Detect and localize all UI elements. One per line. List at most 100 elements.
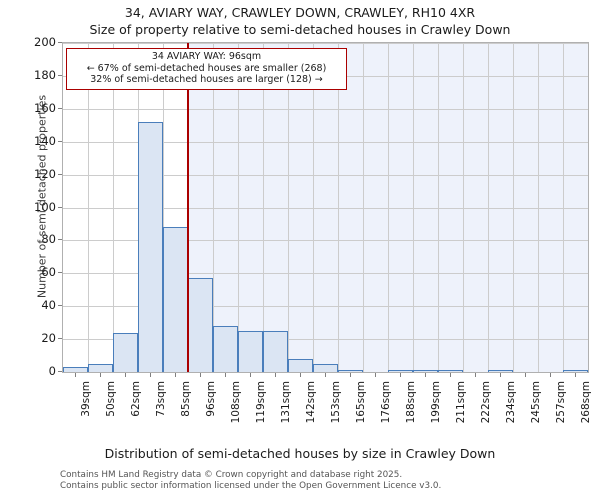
histogram-bar bbox=[413, 370, 438, 372]
y-axis-tick-label: 80 bbox=[41, 232, 56, 247]
gridline-horizontal bbox=[63, 141, 588, 143]
x-axis-tick-label: 39sqm bbox=[79, 381, 92, 417]
y-axis-tick-mark bbox=[58, 239, 62, 241]
histogram-bar bbox=[63, 367, 88, 372]
gridline-horizontal bbox=[63, 339, 588, 341]
y-axis-tick-mark bbox=[58, 305, 62, 307]
x-axis-tick-label: 268sqm bbox=[579, 381, 592, 424]
x-axis-tick-label: 108sqm bbox=[229, 381, 242, 424]
x-axis-tick-mark bbox=[499, 373, 501, 377]
gridline-vertical bbox=[513, 43, 514, 372]
annotation-line-1: 34 AVIARY WAY: 96sqm bbox=[151, 51, 262, 62]
x-axis-tick-mark bbox=[274, 373, 276, 377]
y-axis-tick-mark bbox=[58, 107, 62, 109]
y-axis-tick-mark bbox=[58, 42, 62, 43]
x-axis-tick-label: 73sqm bbox=[154, 381, 167, 417]
histogram-bar bbox=[488, 370, 513, 372]
gridline-vertical bbox=[213, 43, 214, 372]
annotation-line-3: 32% of semi-detached houses are larger (… bbox=[90, 74, 323, 85]
x-axis-tick-label: 50sqm bbox=[104, 381, 117, 417]
property-annotation-box: 34 AVIARY WAY: 96sqm ← 67% of semi-detac… bbox=[66, 48, 347, 90]
gridline-vertical bbox=[488, 43, 489, 372]
x-axis-tick-mark bbox=[199, 373, 201, 377]
x-axis-tick-mark bbox=[424, 373, 426, 377]
x-axis-tick-mark bbox=[149, 373, 151, 377]
gridline-vertical bbox=[563, 43, 564, 372]
x-axis-tick-mark bbox=[299, 373, 301, 377]
y-axis-tick-label: 180 bbox=[34, 67, 56, 82]
x-axis-tick-label: 131sqm bbox=[279, 381, 292, 424]
x-axis-tick-mark bbox=[549, 373, 551, 377]
y-axis-tick-mark bbox=[58, 173, 62, 175]
gridline-vertical bbox=[338, 43, 339, 372]
y-axis-tick-mark bbox=[58, 74, 62, 76]
gridline-vertical bbox=[388, 43, 389, 372]
x-axis-tick-label: 119sqm bbox=[254, 381, 267, 424]
x-axis-tick-label: 142sqm bbox=[304, 381, 317, 424]
gridline-vertical bbox=[88, 43, 89, 372]
x-axis-tick-label: 165sqm bbox=[354, 381, 367, 424]
x-axis-tick-mark bbox=[474, 373, 476, 377]
x-axis-tick-label: 85sqm bbox=[179, 381, 192, 417]
gridline-vertical bbox=[363, 43, 364, 372]
annotation-line-2: ← 67% of semi-detached houses are smalle… bbox=[86, 62, 327, 74]
histogram-bar bbox=[313, 363, 338, 372]
x-axis-tick-mark bbox=[174, 373, 176, 377]
y-axis-tick-mark bbox=[58, 371, 62, 372]
gridline-horizontal bbox=[63, 273, 588, 275]
x-axis-tick-label: 188sqm bbox=[404, 381, 417, 424]
gridline-vertical bbox=[413, 43, 414, 372]
x-axis-tick-mark bbox=[374, 373, 376, 377]
gridline-horizontal bbox=[63, 306, 588, 308]
y-axis-tick-label: 60 bbox=[41, 265, 56, 280]
histogram-bar bbox=[288, 358, 313, 372]
histogram-bar bbox=[263, 330, 288, 372]
x-axis-tick-mark bbox=[349, 373, 351, 377]
property-marker-line bbox=[187, 43, 189, 372]
histogram-bar bbox=[238, 330, 263, 372]
histogram-bar bbox=[563, 370, 588, 372]
y-axis-tick-mark bbox=[58, 206, 62, 208]
chart-title-block: 34, AVIARY WAY, CRAWLEY DOWN, CRAWLEY, R… bbox=[0, 4, 600, 38]
x-axis-tick-label: 176sqm bbox=[379, 381, 392, 424]
x-axis-tick-label: 199sqm bbox=[429, 381, 442, 424]
x-axis-tick-mark bbox=[449, 373, 451, 377]
x-axis-tick-mark bbox=[399, 373, 401, 377]
gridline-vertical bbox=[438, 43, 439, 372]
x-axis-title: Distribution of semi-detached houses by … bbox=[104, 446, 496, 461]
y-axis-tick-label: 40 bbox=[41, 298, 56, 313]
x-axis-tick-label: 257sqm bbox=[554, 381, 567, 424]
gridline-vertical bbox=[463, 43, 464, 372]
page-title: 34, AVIARY WAY, CRAWLEY DOWN, CRAWLEY, R… bbox=[124, 5, 476, 20]
histogram-bar bbox=[113, 332, 138, 372]
chart-subtitle: Size of property relative to semi-detach… bbox=[89, 22, 511, 37]
y-axis-tick-label: 120 bbox=[34, 166, 56, 181]
y-axis-tick-mark bbox=[58, 140, 62, 142]
x-axis-tick-label: 245sqm bbox=[529, 381, 542, 424]
x-axis-tick-mark bbox=[124, 373, 126, 377]
gridline-vertical bbox=[263, 43, 264, 372]
x-axis-tick-label: 96sqm bbox=[204, 381, 217, 417]
gridline-vertical bbox=[163, 43, 164, 372]
histogram-bar bbox=[338, 370, 363, 372]
x-axis-tick-label: 62sqm bbox=[129, 381, 142, 417]
x-axis-tick-mark bbox=[249, 373, 251, 377]
gridline-vertical bbox=[538, 43, 539, 372]
x-axis-tick-mark bbox=[324, 373, 326, 377]
y-axis-tick-mark bbox=[58, 272, 62, 274]
histogram-bar bbox=[213, 325, 238, 372]
y-axis-tick-label: 100 bbox=[34, 199, 56, 214]
plot-area bbox=[62, 42, 589, 373]
y-axis-tick-label: 160 bbox=[34, 100, 56, 115]
footer-line-1: Contains HM Land Registry data © Crown c… bbox=[60, 470, 403, 480]
gridline-vertical bbox=[288, 43, 289, 372]
x-axis-tick-mark bbox=[99, 373, 101, 377]
footer-line-2: Contains public sector information licen… bbox=[60, 480, 442, 491]
y-axis-tick-label: 140 bbox=[34, 133, 56, 148]
x-axis-tick-mark bbox=[224, 373, 226, 377]
y-axis-tick-label: 20 bbox=[41, 331, 56, 346]
histogram-bar bbox=[438, 370, 463, 372]
x-axis-tick-mark bbox=[524, 373, 526, 377]
x-axis-tick-label: 234sqm bbox=[504, 381, 517, 424]
